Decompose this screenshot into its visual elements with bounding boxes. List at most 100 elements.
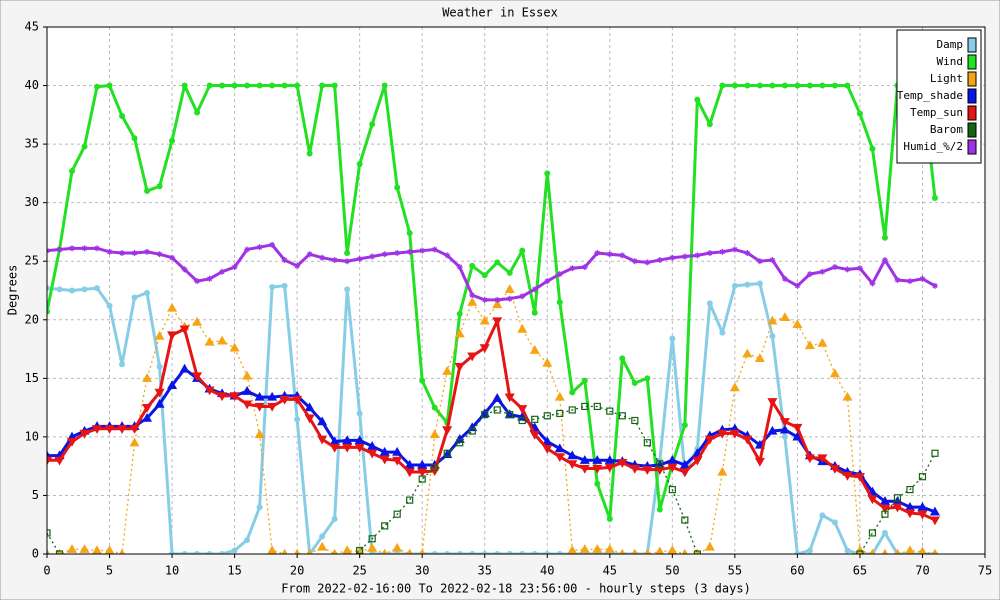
y-tick-label: 25 <box>25 254 39 268</box>
x-tick-label: 10 <box>165 564 179 578</box>
legend-label: Light <box>930 72 963 85</box>
point <box>919 275 926 282</box>
point <box>54 456 65 466</box>
point <box>643 439 651 447</box>
point <box>419 247 426 254</box>
point <box>756 280 763 287</box>
point <box>344 258 351 265</box>
point <box>894 276 901 283</box>
point <box>192 316 203 326</box>
point <box>504 393 515 403</box>
point <box>404 459 415 469</box>
point <box>881 257 888 264</box>
point <box>831 264 838 271</box>
point <box>254 429 265 439</box>
point <box>229 342 240 352</box>
point <box>618 412 626 420</box>
point <box>469 292 476 299</box>
point <box>854 473 865 482</box>
point <box>579 455 590 464</box>
point <box>144 248 151 255</box>
point <box>779 312 790 322</box>
point <box>506 295 513 302</box>
point <box>368 535 376 543</box>
point <box>479 315 490 325</box>
point <box>106 248 113 255</box>
x-tick-label: 60 <box>790 564 804 578</box>
point <box>206 551 213 554</box>
y-tick-label: 0 <box>32 547 39 561</box>
point <box>931 449 939 457</box>
point <box>169 254 176 261</box>
legend-swatch <box>967 122 977 138</box>
point <box>893 494 902 502</box>
point <box>869 145 876 152</box>
point <box>856 110 863 117</box>
point <box>606 515 613 522</box>
point <box>69 245 76 252</box>
point <box>156 183 163 190</box>
legend-swatch <box>967 105 977 121</box>
point <box>431 463 439 471</box>
point <box>169 137 176 144</box>
point <box>454 328 465 338</box>
point <box>354 443 365 453</box>
point <box>344 286 351 293</box>
series-line <box>47 243 936 302</box>
x-axis-label: From 2022-02-16:00 To 2022-02-18 23:56:0… <box>281 582 751 596</box>
point <box>844 547 851 554</box>
point <box>269 241 276 248</box>
point <box>918 473 927 481</box>
point <box>694 96 701 103</box>
point <box>531 286 538 293</box>
point <box>342 443 353 453</box>
point <box>829 464 840 474</box>
point <box>531 415 539 423</box>
point <box>879 496 890 505</box>
point <box>881 529 888 536</box>
point <box>792 431 803 441</box>
point <box>619 252 626 259</box>
point <box>394 184 401 191</box>
point <box>219 551 226 554</box>
point <box>681 516 689 524</box>
point <box>831 519 838 526</box>
point <box>179 363 190 373</box>
point <box>469 262 476 269</box>
point <box>794 82 801 89</box>
point <box>319 254 326 261</box>
point <box>804 454 815 464</box>
point <box>767 315 778 325</box>
point <box>604 463 615 473</box>
point <box>131 250 138 257</box>
point <box>868 529 877 537</box>
point <box>392 542 403 552</box>
point <box>356 546 364 554</box>
point <box>204 386 215 396</box>
point <box>719 329 726 336</box>
point <box>217 392 228 402</box>
point <box>431 404 438 411</box>
point <box>819 512 826 519</box>
point <box>844 266 851 273</box>
point <box>69 287 76 294</box>
point <box>669 335 676 342</box>
point <box>281 82 288 89</box>
point <box>844 82 851 89</box>
point <box>706 121 713 128</box>
point <box>456 551 463 554</box>
point <box>629 464 640 474</box>
point <box>931 282 938 289</box>
point <box>481 551 488 554</box>
point <box>867 495 878 505</box>
point <box>869 280 876 287</box>
point <box>642 466 653 475</box>
point <box>317 435 328 445</box>
point <box>219 82 226 89</box>
legend-label: Temp_shade <box>897 89 963 102</box>
point <box>369 551 376 554</box>
legend-label: Damp <box>937 38 964 51</box>
point <box>294 416 301 423</box>
point <box>154 388 165 398</box>
point <box>79 429 90 439</box>
